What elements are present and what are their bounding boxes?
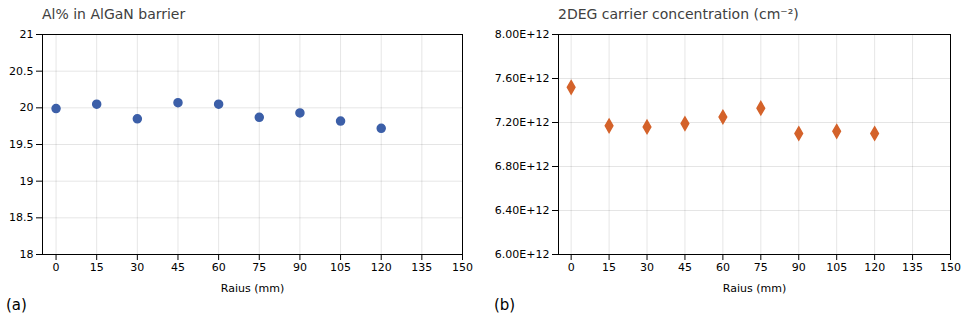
svg-text:45: 45 <box>171 261 185 274</box>
svg-text:18.5: 18.5 <box>9 211 34 224</box>
svg-text:105: 105 <box>330 261 351 274</box>
svg-text:19.5: 19.5 <box>9 138 34 151</box>
html-text:Al% in AlGaN barrier: Al% in AlGaN barrier <box>42 6 186 22</box>
svg-text:90: 90 <box>792 261 806 274</box>
svg-text:Raius (mm): Raius (mm) <box>221 282 284 295</box>
svg-text:30: 30 <box>130 261 144 274</box>
svg-text:8.00E+12: 8.00E+12 <box>495 28 550 41</box>
svg-text:7.60E+12: 7.60E+12 <box>495 72 550 85</box>
svg-text:60: 60 <box>212 261 226 274</box>
svg-text:75: 75 <box>252 261 266 274</box>
svg-text:19: 19 <box>20 175 34 188</box>
svg-text:15: 15 <box>602 261 616 274</box>
svg-text:Raius (mm): Raius (mm) <box>723 282 786 295</box>
svg-text:135: 135 <box>411 261 432 274</box>
svg-text:0: 0 <box>568 261 575 274</box>
svg-text:6.00E+12: 6.00E+12 <box>495 248 550 261</box>
svg-text:20.5: 20.5 <box>9 65 34 78</box>
svg-text:15: 15 <box>90 261 104 274</box>
svg-text:6.40E+12: 6.40E+12 <box>495 204 550 217</box>
svg-text:30: 30 <box>640 261 654 274</box>
svg-text:18: 18 <box>20 248 34 261</box>
svg-text:20: 20 <box>20 101 34 114</box>
svg-text:21: 21 <box>20 28 34 41</box>
html-text:2DEG carrier concentration (cm: 2DEG carrier concentration (cm⁻²) <box>558 6 799 22</box>
svg-text:90: 90 <box>293 261 307 274</box>
svg-text:45: 45 <box>678 261 692 274</box>
svg-text:135: 135 <box>902 261 923 274</box>
svg-text:60: 60 <box>716 261 730 274</box>
svg-text:0: 0 <box>53 261 60 274</box>
svg-text:7.20E+12: 7.20E+12 <box>495 116 550 129</box>
svg-text:6.80E+12: 6.80E+12 <box>495 160 550 173</box>
svg-text:150: 150 <box>940 261 961 274</box>
svg-text:150: 150 <box>452 261 473 274</box>
svg-text:120: 120 <box>371 261 392 274</box>
html-text:(b): (b) <box>494 296 516 314</box>
html-text:(a): (a) <box>6 296 27 314</box>
svg-text:120: 120 <box>864 261 885 274</box>
svg-text:105: 105 <box>826 261 847 274</box>
svg-text:75: 75 <box>754 261 768 274</box>
